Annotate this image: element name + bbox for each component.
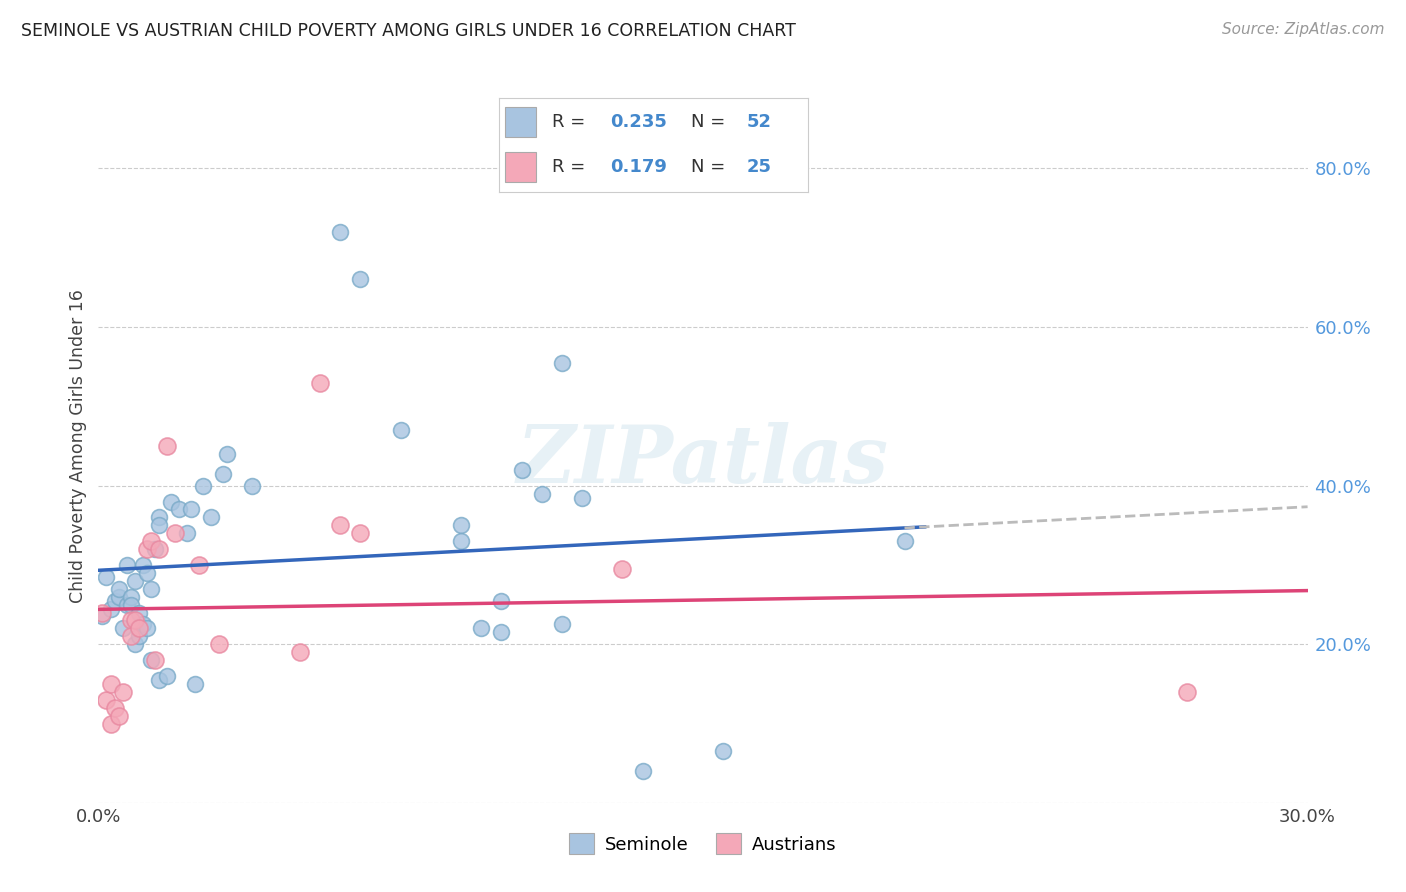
Point bbox=[111, 685, 134, 699]
Point bbox=[188, 558, 211, 572]
Point bbox=[309, 376, 332, 390]
Point bbox=[148, 673, 170, 687]
Point bbox=[100, 601, 122, 615]
Point bbox=[128, 629, 150, 643]
Point bbox=[184, 677, 207, 691]
Text: R =: R = bbox=[551, 159, 591, 177]
Point bbox=[240, 478, 263, 492]
Point bbox=[212, 467, 235, 481]
Text: 25: 25 bbox=[747, 159, 772, 177]
Text: 0.179: 0.179 bbox=[610, 159, 668, 177]
Point bbox=[124, 614, 146, 628]
Point bbox=[450, 518, 472, 533]
Point bbox=[139, 534, 162, 549]
Point bbox=[107, 590, 129, 604]
Point bbox=[132, 558, 155, 572]
Point bbox=[115, 558, 138, 572]
Point bbox=[120, 614, 142, 628]
Point bbox=[389, 423, 412, 437]
Point bbox=[128, 621, 150, 635]
Point bbox=[96, 692, 118, 706]
Bar bbox=[505, 153, 536, 183]
Text: Source: ZipAtlas.com: Source: ZipAtlas.com bbox=[1222, 22, 1385, 37]
Point bbox=[167, 502, 190, 516]
Point bbox=[148, 542, 170, 557]
Point bbox=[135, 566, 157, 580]
Point bbox=[120, 629, 142, 643]
Point bbox=[631, 764, 654, 778]
Point bbox=[470, 621, 492, 635]
Point bbox=[180, 502, 202, 516]
Point bbox=[893, 534, 915, 549]
Point bbox=[135, 542, 157, 557]
Point bbox=[156, 669, 179, 683]
Point bbox=[103, 700, 125, 714]
Point bbox=[100, 677, 122, 691]
Point bbox=[217, 447, 239, 461]
Point bbox=[349, 526, 371, 541]
Point bbox=[107, 708, 129, 723]
Point bbox=[551, 617, 574, 632]
Point bbox=[163, 526, 186, 541]
Point bbox=[148, 510, 170, 524]
Point bbox=[329, 518, 352, 533]
Text: 0.235: 0.235 bbox=[610, 113, 668, 131]
Point bbox=[120, 598, 142, 612]
Point bbox=[139, 653, 162, 667]
Point bbox=[132, 617, 155, 632]
Point bbox=[135, 621, 157, 635]
Point bbox=[491, 625, 513, 640]
Y-axis label: Child Poverty Among Girls Under 16: Child Poverty Among Girls Under 16 bbox=[69, 289, 87, 603]
Point bbox=[329, 225, 352, 239]
Point bbox=[176, 526, 198, 541]
Point bbox=[115, 598, 138, 612]
Point bbox=[349, 272, 371, 286]
Point bbox=[139, 582, 162, 596]
Point bbox=[156, 439, 179, 453]
Point bbox=[571, 491, 593, 505]
Bar bbox=[505, 108, 536, 137]
Point bbox=[96, 570, 118, 584]
Point bbox=[91, 606, 114, 620]
Point bbox=[208, 637, 231, 651]
Point bbox=[612, 562, 634, 576]
Point bbox=[288, 645, 311, 659]
Point bbox=[491, 593, 513, 607]
Point bbox=[450, 534, 472, 549]
Point bbox=[100, 716, 122, 731]
Point bbox=[124, 637, 146, 651]
Point bbox=[111, 621, 134, 635]
Legend: Seminole, Austrians: Seminole, Austrians bbox=[562, 826, 844, 862]
Point bbox=[711, 744, 734, 758]
Point bbox=[160, 494, 183, 508]
Point bbox=[107, 582, 129, 596]
Text: N =: N = bbox=[690, 159, 731, 177]
Point bbox=[1175, 685, 1198, 699]
Point bbox=[530, 486, 553, 500]
Point bbox=[200, 510, 222, 524]
Text: R =: R = bbox=[551, 113, 591, 131]
Text: N =: N = bbox=[690, 113, 731, 131]
Text: 52: 52 bbox=[747, 113, 772, 131]
Point bbox=[510, 463, 533, 477]
Text: SEMINOLE VS AUSTRIAN CHILD POVERTY AMONG GIRLS UNDER 16 CORRELATION CHART: SEMINOLE VS AUSTRIAN CHILD POVERTY AMONG… bbox=[21, 22, 796, 40]
Point bbox=[551, 356, 574, 370]
Point bbox=[124, 574, 146, 588]
Point bbox=[128, 606, 150, 620]
Point bbox=[103, 593, 125, 607]
Point bbox=[143, 653, 166, 667]
Point bbox=[143, 542, 166, 557]
Point bbox=[148, 518, 170, 533]
Point bbox=[91, 609, 114, 624]
Text: ZIPatlas: ZIPatlas bbox=[517, 422, 889, 499]
Point bbox=[120, 590, 142, 604]
Point bbox=[193, 478, 215, 492]
